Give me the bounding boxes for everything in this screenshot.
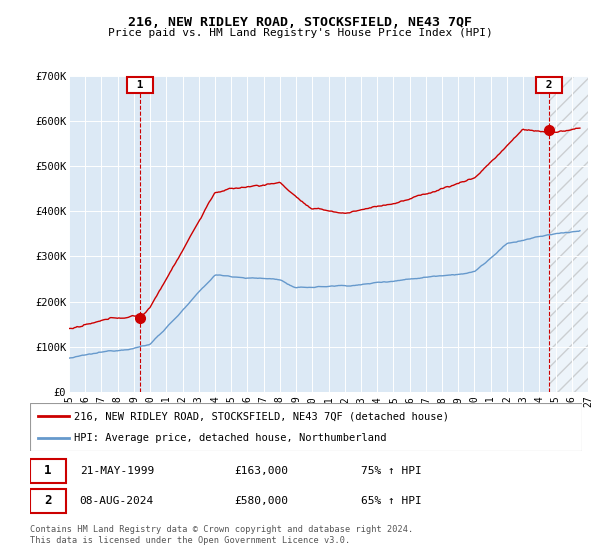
Text: £580,000: £580,000: [234, 496, 288, 506]
Text: £163,000: £163,000: [234, 466, 288, 475]
Text: Contains HM Land Registry data © Crown copyright and database right 2024.
This d: Contains HM Land Registry data © Crown c…: [30, 525, 413, 545]
Text: 21-MAY-1999: 21-MAY-1999: [80, 466, 154, 475]
FancyBboxPatch shape: [30, 403, 582, 451]
Bar: [549, 76, 588, 392]
Text: Price paid vs. HM Land Registry's House Price Index (HPI): Price paid vs. HM Land Registry's House …: [107, 28, 493, 38]
Text: 1: 1: [130, 80, 151, 90]
Text: 75% ↑ HPI: 75% ↑ HPI: [361, 466, 422, 475]
Text: 2: 2: [44, 494, 52, 507]
Text: 65% ↑ HPI: 65% ↑ HPI: [361, 496, 422, 506]
Text: 216, NEW RIDLEY ROAD, STOCKSFIELD, NE43 7QF: 216, NEW RIDLEY ROAD, STOCKSFIELD, NE43 …: [128, 16, 472, 29]
FancyBboxPatch shape: [30, 459, 66, 483]
Text: HPI: Average price, detached house, Northumberland: HPI: Average price, detached house, Nort…: [74, 433, 386, 443]
FancyBboxPatch shape: [30, 489, 66, 513]
Text: 08-AUG-2024: 08-AUG-2024: [80, 496, 154, 506]
Text: 1: 1: [44, 464, 52, 477]
Text: 2: 2: [539, 80, 559, 90]
Text: 216, NEW RIDLEY ROAD, STOCKSFIELD, NE43 7QF (detached house): 216, NEW RIDLEY ROAD, STOCKSFIELD, NE43 …: [74, 411, 449, 421]
